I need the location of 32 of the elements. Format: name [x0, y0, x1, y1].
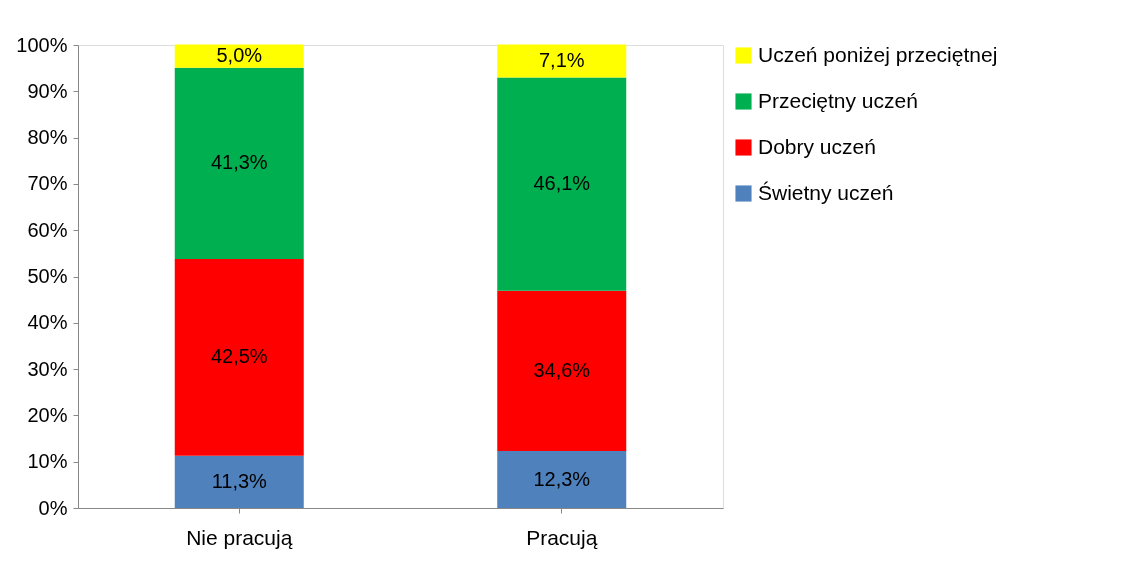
x-tick-label: Pracują	[526, 525, 598, 549]
data-label: 46,1%	[533, 172, 591, 195]
data-label: 7,1%	[538, 48, 585, 71]
bar	[497, 77, 627, 291]
data-label: 42,5%	[210, 345, 268, 368]
data-label: 12,3%	[533, 467, 591, 490]
bar	[497, 451, 627, 508]
bar	[497, 44, 627, 78]
x-tick-label: Nie pracują	[186, 525, 293, 549]
y-tick-label: 70%	[27, 172, 68, 195]
data-label: 34,6%	[533, 358, 591, 381]
data-label: 41,3%	[210, 151, 268, 174]
bar	[174, 67, 304, 259]
bar	[174, 455, 304, 508]
bar	[174, 258, 304, 456]
y-tick-label: 30%	[27, 357, 68, 380]
data-label: 5,0%	[216, 44, 263, 67]
legend-label: Dobry uczeń	[758, 134, 876, 158]
y-tick-label: 10%	[27, 450, 68, 473]
y-tick-label: 20%	[27, 403, 68, 426]
legend-label: Świetny uczeń	[758, 180, 894, 204]
y-tick-label: 80%	[27, 126, 68, 149]
y-tick-label: 40%	[27, 311, 68, 334]
legend-label: Uczeń poniżej przeciętnej	[758, 42, 998, 66]
y-tick-label: 60%	[27, 218, 68, 241]
y-tick-label: 90%	[27, 79, 68, 102]
y-tick-label: 0%	[38, 496, 68, 519]
legend-label: Przeciętny uczeń	[758, 88, 918, 112]
y-tick-label: 50%	[27, 265, 68, 287]
data-label: 11,3%	[211, 469, 268, 492]
y-tick-label: 100%	[16, 33, 68, 56]
bar	[497, 290, 627, 452]
